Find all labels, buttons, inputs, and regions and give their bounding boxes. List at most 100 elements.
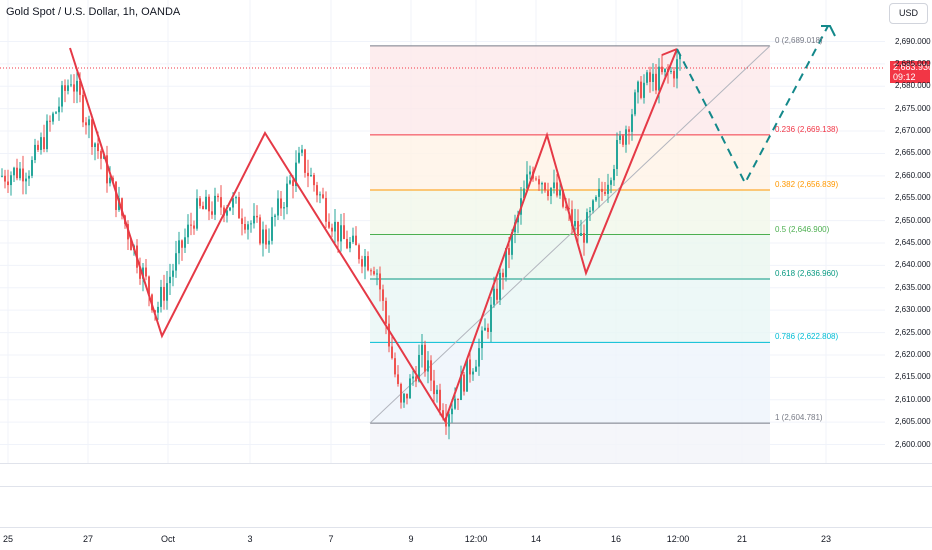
fib-zone [370, 234, 770, 280]
candle-body [604, 191, 606, 194]
candle-body [355, 235, 357, 246]
candle-body [655, 73, 657, 91]
candle-body [298, 152, 300, 163]
current-price-badge: 2,683.930 09:12 [890, 61, 932, 83]
candle-body [241, 218, 243, 224]
candle-body [562, 189, 564, 207]
candle-body [397, 374, 399, 384]
price-tick-label: 2,690.000 [895, 36, 931, 46]
projection-arrowhead [821, 25, 836, 37]
candle-body [85, 122, 87, 126]
candle-body [343, 225, 345, 239]
candle-body [31, 160, 33, 176]
candle-body [160, 286, 162, 307]
fib-zone [370, 45, 770, 135]
candle-body [496, 288, 498, 300]
candle-body [70, 84, 72, 86]
candle-body [247, 224, 249, 230]
candle-body [10, 175, 12, 186]
candle-body [49, 120, 51, 122]
candle-body [310, 175, 312, 177]
price-tick-label: 2,605.000 [895, 417, 931, 427]
candle-body [574, 221, 576, 227]
candle-body [424, 344, 426, 372]
fib-zone [370, 189, 770, 235]
fib-level-label: 0.618 (2,636.960) [775, 269, 839, 278]
pane-divider[interactable] [0, 486, 932, 487]
candle-body [451, 408, 453, 415]
candle-body [595, 196, 597, 201]
candle-body [100, 151, 102, 159]
candle-body [232, 198, 234, 208]
fib-level-label: 0 (2,689.018) [775, 35, 823, 45]
candle-body [373, 271, 375, 275]
candle-body [544, 183, 546, 191]
candle-body [583, 233, 585, 243]
candle-body [442, 410, 444, 418]
candle-body [142, 267, 144, 279]
candle-body [466, 359, 468, 392]
candle-body [610, 180, 612, 185]
candle-body [385, 300, 387, 324]
candle-body [577, 221, 579, 236]
candle-body [589, 210, 591, 213]
candle-body [658, 66, 660, 91]
candle-body [664, 68, 666, 73]
candle-body [433, 380, 435, 395]
price-tick-label: 2,685.000 [895, 58, 931, 68]
candle-body [445, 417, 447, 427]
candle-body [475, 366, 477, 372]
candle-body [184, 237, 186, 248]
candle-body [328, 221, 330, 228]
candle-body [367, 256, 369, 271]
current-price: 2,683.930 [893, 62, 932, 72]
candle-body [40, 137, 42, 150]
candle-body [649, 72, 651, 82]
candle-body [472, 371, 474, 375]
candle-body [673, 70, 675, 79]
candle-body [130, 239, 132, 251]
candle-body [178, 240, 180, 254]
candle-body [463, 374, 465, 392]
candle-body [13, 167, 15, 176]
candle-body [316, 185, 318, 196]
candle-body [661, 66, 663, 73]
currency-button[interactable]: USD [889, 3, 928, 24]
fib-level-label: 1 (2,604.781) [775, 413, 823, 423]
price-tick-label: 2,615.000 [895, 372, 931, 382]
candle-body [550, 188, 552, 197]
candle-body [565, 206, 567, 208]
candle-body [436, 389, 438, 395]
candle-body [34, 144, 36, 161]
candle-body [217, 195, 219, 198]
candle-body [679, 55, 681, 60]
candle-body [181, 240, 183, 248]
candle-body [244, 223, 246, 230]
candle-body [643, 82, 645, 98]
fib-zone [370, 342, 770, 424]
time-tick-label: 27 [82, 534, 94, 544]
candle-body [400, 383, 402, 403]
candle-body [382, 289, 384, 301]
candle-body [211, 211, 213, 215]
candle-body [388, 323, 390, 347]
candle-body [331, 227, 333, 232]
pane-divider[interactable] [0, 463, 932, 464]
candle-body [421, 344, 423, 355]
price-tick-label: 2,635.000 [895, 282, 931, 292]
candle-body [571, 209, 573, 227]
candle-body [460, 374, 462, 400]
candle-body [325, 197, 327, 222]
candle-body [646, 72, 648, 83]
candle-body [628, 129, 630, 132]
candle-body [409, 378, 411, 399]
candle-body [55, 112, 57, 114]
candle-body [523, 188, 525, 199]
candle-body [253, 215, 255, 224]
candle-body [526, 174, 528, 189]
candle-body [502, 272, 504, 278]
price-tick-label: 2,655.000 [895, 193, 931, 203]
candle-body [493, 288, 495, 305]
candle-body [301, 149, 303, 153]
